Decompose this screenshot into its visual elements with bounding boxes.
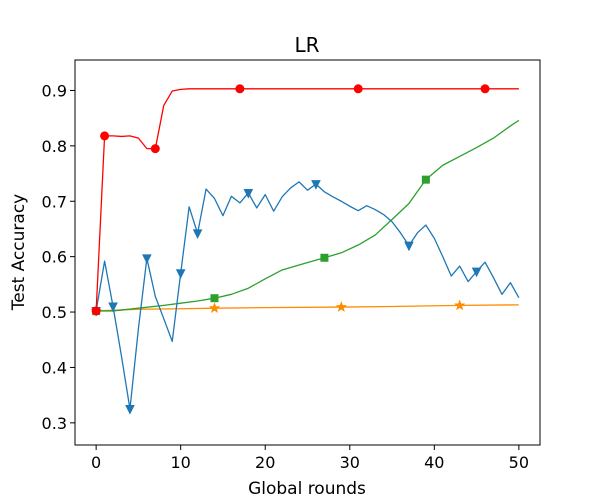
series-marker-circle — [480, 84, 490, 94]
series-marker-star — [454, 299, 466, 311]
series-1 — [91, 180, 520, 415]
x-tick-label: 0 — [91, 453, 101, 472]
y-tick-label: 0.5 — [42, 303, 67, 322]
series-marker-triangle — [404, 241, 414, 252]
series-line — [95, 88, 519, 311]
series-marker-circle — [91, 306, 101, 316]
series-marker-triangle — [175, 269, 186, 279]
series-marker-triangle — [471, 267, 482, 278]
series-marker-star — [335, 301, 347, 312]
series-marker-triangle — [243, 188, 254, 199]
series-marker-triangle — [142, 254, 152, 264]
y-tick-label: 0.6 — [42, 248, 67, 267]
y-axis-label: Test Accuracy — [9, 194, 29, 312]
series-marker-triangle — [311, 180, 321, 190]
series-marker-square — [320, 253, 329, 262]
x-tick-label: 30 — [340, 453, 360, 472]
y-tick-label: 0.8 — [42, 137, 67, 156]
series-marker-triangle — [192, 229, 203, 240]
y-tick-label: 0.9 — [42, 81, 67, 100]
series-marker-circle — [235, 84, 245, 94]
series-layer — [90, 84, 520, 415]
series-marker-triangle — [125, 404, 135, 415]
series-marker-circle — [353, 84, 363, 94]
x-axis-ticks: 0 10 20 30 40 50 — [91, 445, 529, 472]
series-line — [95, 181, 520, 410]
chart-title: LR — [294, 33, 319, 57]
series-marker-triangle — [108, 302, 118, 313]
x-tick-label: 10 — [171, 453, 191, 472]
x-tick-label: 20 — [255, 453, 275, 472]
x-tick-label: 50 — [509, 453, 529, 472]
series-line — [96, 304, 519, 312]
series-marker-circle — [100, 131, 110, 141]
x-axis-label: Global rounds — [248, 479, 366, 499]
series-marker-circle — [150, 144, 160, 154]
series-marker-star — [208, 302, 221, 313]
series-marker-square — [421, 175, 430, 184]
plot-frame — [74, 59, 541, 446]
y-tick-label: 0.4 — [42, 358, 67, 377]
series-0 — [91, 84, 519, 316]
series-marker-square — [210, 294, 219, 303]
series-2 — [92, 119, 520, 315]
y-tick-label: 0.7 — [42, 192, 67, 211]
x-tick-label: 40 — [424, 453, 444, 472]
y-tick-label: 0.3 — [42, 414, 67, 433]
y-axis-ticks: 0.3 0.4 0.5 0.6 0.7 0.8 0.9 — [42, 81, 75, 433]
